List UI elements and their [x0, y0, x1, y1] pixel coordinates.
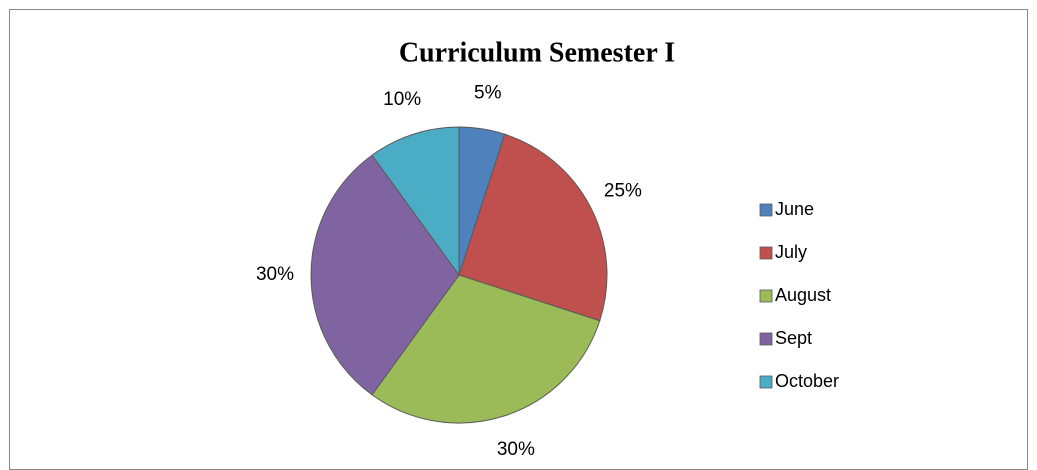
legend-label: August — [775, 285, 831, 305]
data-label: 30% — [256, 264, 294, 285]
legend-swatch — [759, 203, 773, 217]
legend-swatch — [759, 289, 773, 303]
pie-slice — [458, 133, 608, 322]
legend-label: Sept — [775, 328, 812, 348]
data-label: 5% — [474, 82, 502, 103]
legend-swatch — [759, 375, 773, 389]
legend-label: June — [775, 199, 814, 219]
data-label: 30% — [497, 439, 535, 460]
pie-slice — [371, 274, 601, 424]
pie-slice — [310, 154, 460, 396]
chart-title: Curriculum Semester I — [399, 37, 675, 68]
legend-label: July — [775, 242, 807, 262]
pie-slice — [371, 126, 460, 277]
legend-label: October — [775, 371, 839, 391]
legend-swatch — [759, 332, 773, 346]
data-label: 25% — [604, 180, 642, 201]
legend-swatch — [759, 246, 773, 260]
data-label: 10% — [383, 89, 421, 110]
